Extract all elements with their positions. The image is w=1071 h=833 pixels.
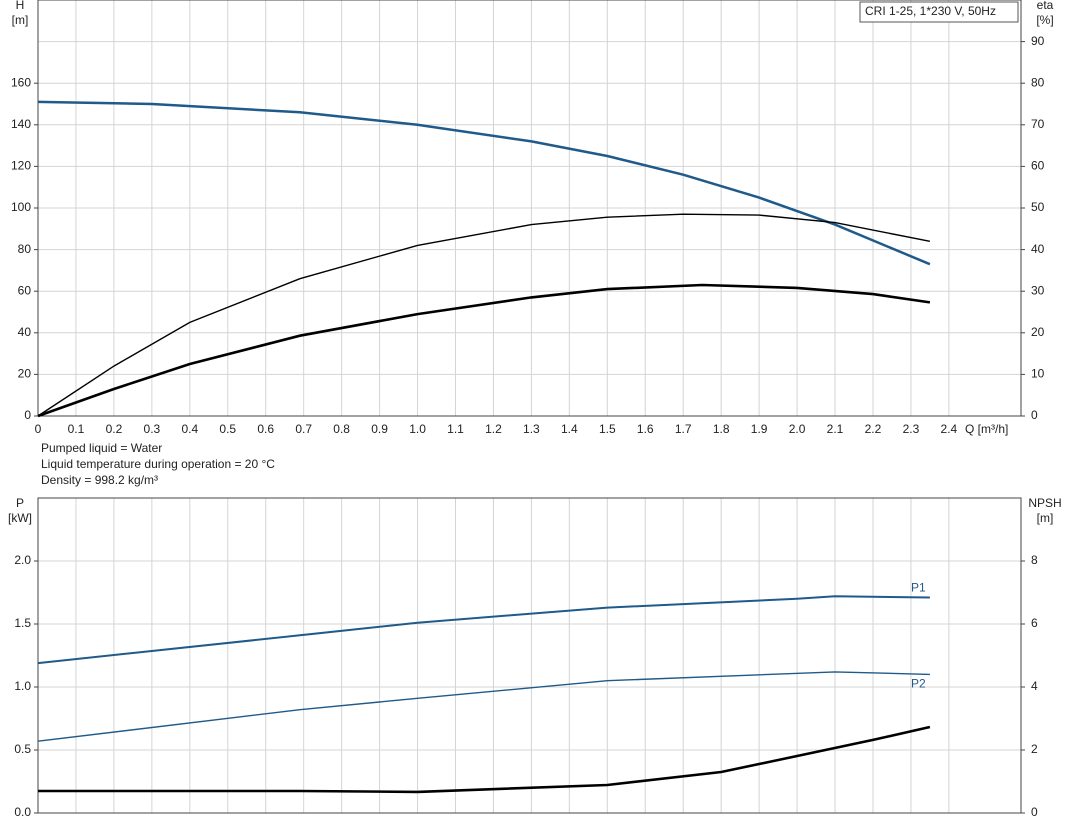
- x-tick-label: 2.2: [865, 422, 882, 436]
- y2-axis-unit: [m]: [1037, 511, 1054, 525]
- y2-axis-label: NPSH: [1028, 496, 1061, 510]
- x-tick-label: 0.3: [144, 422, 161, 436]
- x-tick-label: 1.9: [751, 422, 768, 436]
- x-tick-label: 0.9: [371, 422, 388, 436]
- y2-axis-unit: [%]: [1036, 13, 1053, 27]
- chart-title: CRI 1-25, 1*230 V, 50Hz: [865, 4, 996, 18]
- x-tick-label: 0.5: [219, 422, 236, 436]
- y2-tick-label: 8: [1031, 553, 1038, 567]
- y2-tick-label: 60: [1031, 159, 1045, 173]
- x-tick-label: 1.7: [675, 422, 692, 436]
- y2-tick-label: 2: [1031, 742, 1038, 756]
- y2-tick-label: 0: [1031, 408, 1038, 422]
- x-tick-label: 0.4: [181, 422, 198, 436]
- y-tick-label: 120: [11, 159, 31, 173]
- x-tick-label: 0.7: [295, 422, 312, 436]
- x-tick-label: 2.4: [941, 422, 958, 436]
- x-tick-label: 2.0: [789, 422, 806, 436]
- x-tick-label: 1.5: [599, 422, 616, 436]
- x-axis-label: Q [m³/h]: [965, 422, 1008, 436]
- y-axis-unit: [m]: [12, 13, 29, 27]
- x-tick-label: 1.3: [523, 422, 540, 436]
- curve: [37, 283, 931, 418]
- x-tick-label: 0: [35, 422, 42, 436]
- x-tick-label: 0.6: [257, 422, 274, 436]
- y-axis-label: P: [16, 496, 24, 510]
- plot-frame: [37, 0, 1022, 417]
- y-tick-label: 140: [11, 117, 31, 131]
- x-tick-label: 1.8: [713, 422, 730, 436]
- curve: [37, 595, 930, 665]
- curve-label: P2: [911, 677, 926, 691]
- y-tick-label: 0: [24, 408, 31, 422]
- y-tick-label: 40: [18, 325, 32, 339]
- y2-tick-label: 0: [1031, 805, 1038, 819]
- x-tick-label: 2.1: [827, 422, 844, 436]
- y-tick-label: 80: [18, 242, 32, 256]
- y-tick-label: 0.0: [14, 805, 31, 819]
- x-tick-label: 0.2: [106, 422, 123, 436]
- x-tick-label: 1.2: [485, 422, 502, 436]
- curve: [38, 725, 931, 794]
- x-tick-label: 1.0: [409, 422, 426, 436]
- x-tick-label: 0.8: [333, 422, 350, 436]
- y-axis-unit: [kW]: [8, 511, 32, 525]
- y2-tick-label: 80: [1031, 75, 1045, 89]
- y-tick-label: 2.0: [14, 553, 31, 567]
- y2-tick-label: 10: [1031, 367, 1045, 381]
- curve: [37, 100, 931, 266]
- curve: [37, 213, 931, 417]
- y2-tick-label: 4: [1031, 679, 1038, 693]
- annotation: Liquid temperature during operation = 20…: [41, 457, 275, 471]
- x-tick-label: 0.1: [68, 422, 85, 436]
- curve-label: P1: [911, 581, 926, 595]
- y-tick-label: 100: [11, 200, 31, 214]
- x-tick-label: 1.6: [637, 422, 654, 436]
- y-tick-label: 20: [18, 367, 32, 381]
- y2-tick-label: 30: [1031, 283, 1045, 297]
- curve: [37, 671, 930, 742]
- plot-frame: [37, 497, 1022, 814]
- y2-tick-label: 70: [1031, 117, 1045, 131]
- x-tick-label: 1.4: [561, 422, 578, 436]
- y-axis-label: H: [16, 0, 25, 12]
- y-tick-label: 160: [11, 75, 31, 89]
- y2-tick-label: 6: [1031, 616, 1038, 630]
- y-tick-label: 0.5: [14, 742, 31, 756]
- annotation: Pumped liquid = Water: [41, 441, 162, 455]
- y2-tick-label: 50: [1031, 200, 1045, 214]
- y-tick-label: 60: [18, 283, 32, 297]
- title-box: [859, 1, 1019, 23]
- annotation: Density = 998.2 kg/m³: [41, 473, 158, 487]
- x-tick-label: 2.3: [903, 422, 920, 436]
- y2-tick-label: 20: [1031, 325, 1045, 339]
- y2-tick-label: 40: [1031, 242, 1045, 256]
- x-tick-label: 1.1: [447, 422, 464, 436]
- y-tick-label: 1.0: [14, 679, 31, 693]
- y2-axis-label: eta: [1037, 0, 1054, 12]
- y-tick-label: 1.5: [14, 616, 31, 630]
- y2-tick-label: 90: [1031, 34, 1045, 48]
